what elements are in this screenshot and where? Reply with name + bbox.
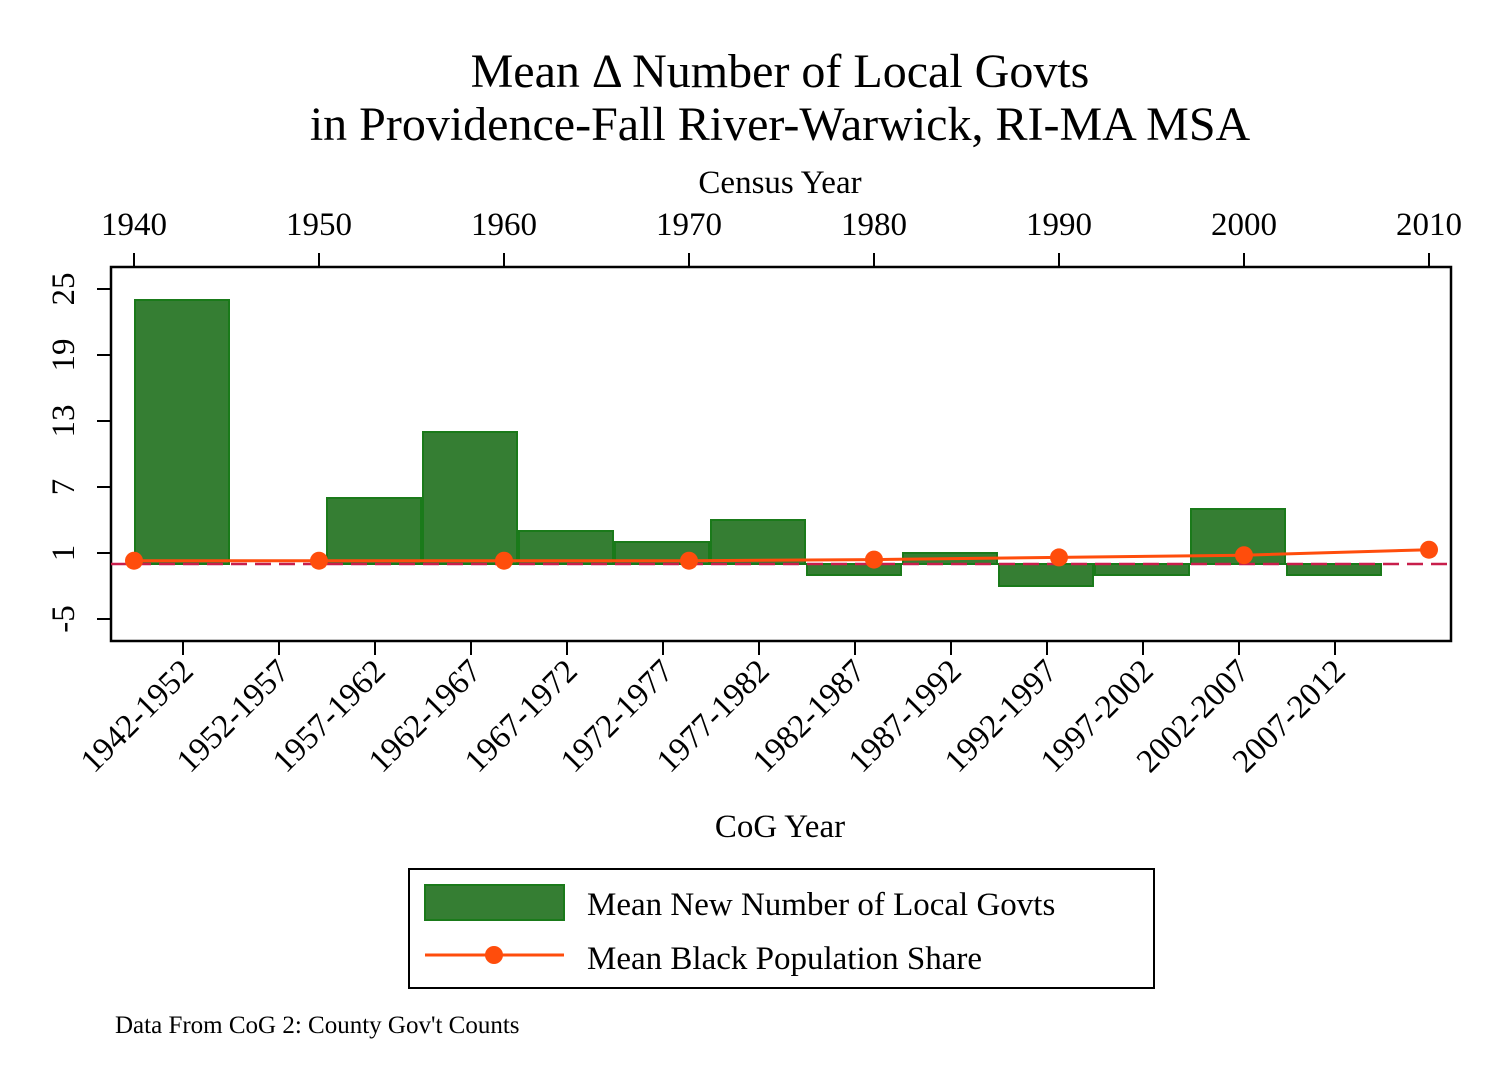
- line-series-path: [134, 548, 1430, 563]
- line-series-layer: [125, 540, 1438, 570]
- line-point-1980: [865, 550, 883, 569]
- top-tick-label-1950: 1950: [286, 207, 352, 243]
- chart-title-line-2: in Providence-Fall River-Warwick, RI-MA …: [310, 98, 1251, 151]
- legend: Mean New Number of Local Govts Mean Blac…: [408, 868, 1155, 989]
- legend-label-line: Mean Black Population Share: [587, 941, 982, 977]
- y-axis: -5 1 7 13 19 25: [46, 273, 111, 633]
- legend-label-bars: Mean New Number of Local Govts: [587, 887, 1055, 923]
- y-tick-label-13: 13: [46, 405, 82, 438]
- top-tick-label-1980: 1980: [841, 207, 907, 243]
- top-tick-label-1990: 1990: [1026, 207, 1092, 243]
- legend-bar-swatch: [424, 884, 565, 921]
- bar-1942-1952: [134, 299, 230, 565]
- bars-layer: [134, 299, 1382, 587]
- top-tick-label-1940: 1940: [101, 207, 167, 243]
- top-tick-label-2010: 2010: [1396, 207, 1462, 243]
- bar-1997-2002: [1094, 563, 1190, 576]
- line-point-1940: [125, 551, 143, 570]
- top-tick-label-1970: 1970: [656, 207, 722, 243]
- y-tick-label-7: 7: [46, 479, 82, 496]
- line-point-1970: [680, 551, 698, 570]
- x-axis: 1942-19521952-19571957-19621962-19671967…: [74, 641, 1353, 780]
- top-axis: 1940 1950 1960 1970 1980 1990 2000 2010: [101, 207, 1462, 267]
- y-tick-label-1: 1: [46, 545, 82, 562]
- line-point-2010: [1420, 540, 1438, 559]
- line-point-1950: [310, 551, 328, 570]
- top-tick-label-1960: 1960: [471, 207, 537, 243]
- top-axis-title: Census Year: [698, 165, 861, 201]
- y-tick-label--5: -5: [46, 605, 82, 633]
- line-point-1960: [495, 551, 513, 570]
- line-point-1990: [1050, 548, 1068, 567]
- legend-line-marker: [485, 946, 503, 964]
- bar-1992-1997: [998, 563, 1094, 587]
- bar-1977-1982: [710, 519, 806, 565]
- chart-title-line-1: Mean Δ Number of Local Govts: [471, 45, 1090, 98]
- y-tick-label-19: 19: [46, 339, 82, 372]
- x-axis-title: CoG Year: [715, 809, 845, 845]
- bar-1962-1967: [422, 431, 518, 565]
- bar-2007-2012: [1286, 563, 1382, 576]
- bar-1967-1972: [518, 530, 614, 565]
- source-note: Data From CoG 2: County Gov't Counts: [115, 1012, 520, 1039]
- bar-1982-1987: [806, 563, 902, 576]
- plot-frame: [109, 265, 1453, 643]
- y-tick-label-25: 25: [46, 273, 82, 306]
- top-tick-label-2000: 2000: [1211, 207, 1277, 243]
- bar-1957-1962: [326, 497, 422, 565]
- line-point-2000: [1235, 546, 1253, 565]
